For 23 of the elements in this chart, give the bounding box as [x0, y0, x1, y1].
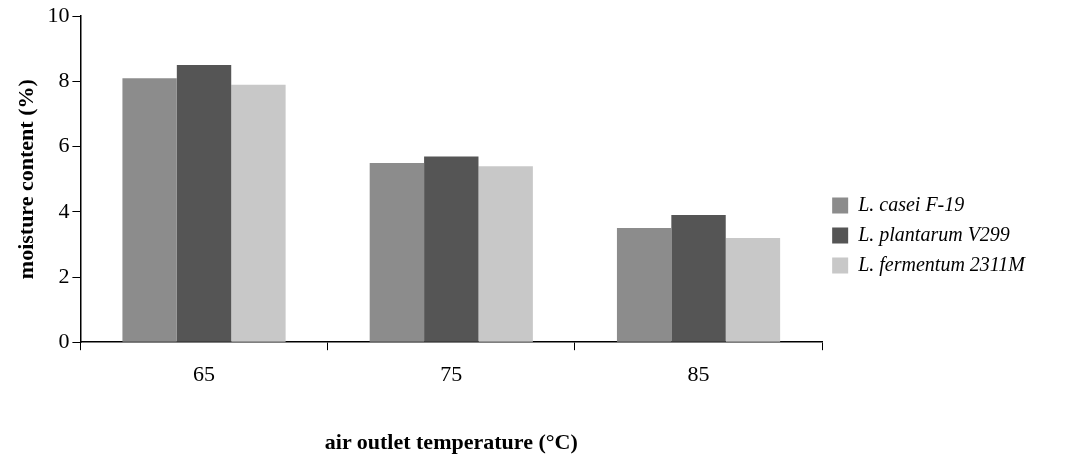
y-axis-title: moisture content (%): [12, 79, 38, 280]
y-tick-label: 4: [58, 197, 70, 223]
x-axis-title: air outlet temperature (°C): [324, 429, 578, 455]
legend-label: L. casei F-19: [857, 192, 965, 215]
legend-label: L. fermentum 2311M: [857, 252, 1027, 276]
bar: [122, 78, 177, 342]
y-tick-label: 6: [58, 132, 70, 158]
y-tick-label: 10: [47, 1, 70, 27]
y-tick-label: 0: [58, 327, 70, 353]
y-tick-label: 2: [58, 262, 70, 288]
x-tick-label: 75: [440, 361, 463, 387]
legend-label: L. plantarum V299: [857, 222, 1010, 246]
bar: [616, 228, 672, 342]
bar: [478, 166, 533, 342]
bar: [671, 215, 726, 342]
bar: [369, 162, 425, 342]
bar: [231, 84, 286, 342]
y-tick-label: 8: [58, 67, 70, 93]
x-tick-label: 85: [687, 361, 710, 387]
bar: [725, 237, 781, 342]
bar: [176, 65, 232, 342]
x-tick-label: 65: [193, 361, 216, 387]
bar: [424, 156, 479, 342]
